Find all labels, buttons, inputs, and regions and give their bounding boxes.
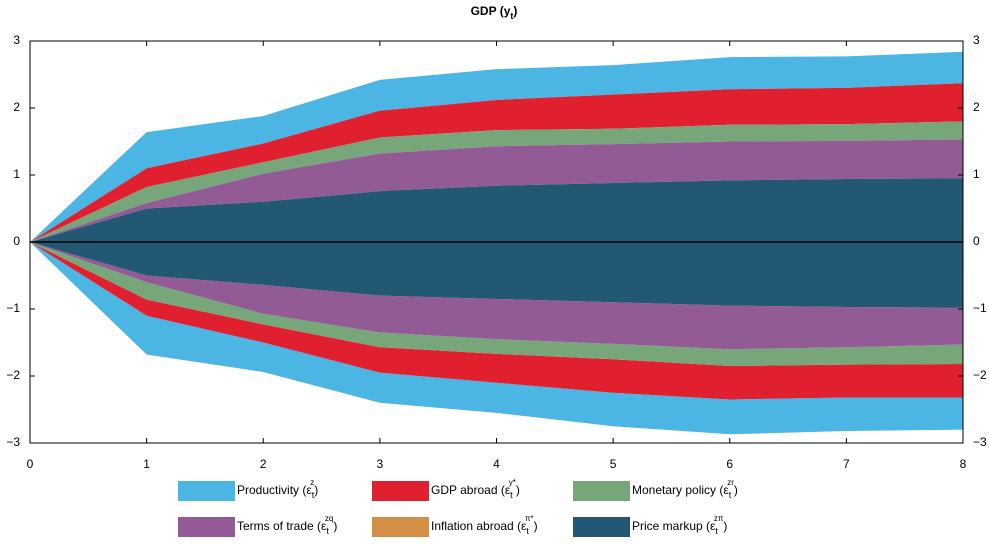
area (30, 51, 963, 242)
x-tick-label: 4 (493, 457, 500, 471)
legend-swatch (573, 517, 630, 537)
label-part: zq (325, 514, 333, 523)
area (30, 242, 963, 308)
legend-label: Productivity (εtz) (237, 478, 318, 500)
label-part: Terms of trade (ε (237, 519, 327, 533)
legend-label: Monetary policy (εt zr) (632, 478, 738, 500)
area (30, 242, 963, 435)
legend-swatch (372, 481, 429, 501)
y2-tick-label: −2 (973, 368, 987, 382)
area (30, 242, 963, 366)
y2-tick-label: −3 (973, 435, 987, 449)
chart-title: GDP (yt) (471, 4, 518, 21)
label-part: ) (513, 4, 517, 18)
label-part: Productivity (ε (237, 483, 312, 497)
legend-label: Inflation abroad (εt π*) (431, 514, 538, 536)
legend-swatch (573, 481, 630, 501)
label-part: y* (509, 478, 516, 487)
label-part: Inflation abroad (ε (431, 519, 527, 533)
y-tick-label: 0 (13, 234, 20, 248)
label-part: ) (516, 483, 520, 497)
label-part: ) (534, 519, 538, 533)
label-part: ) (333, 519, 337, 533)
x-tick-label: 2 (260, 457, 267, 471)
y-tick-label: 1 (13, 167, 20, 181)
x-tick-label: 3 (377, 457, 384, 471)
legend-label: Terms of trade (εt zq) (237, 514, 337, 536)
label-part: t (729, 490, 732, 500)
legend-swatch (372, 517, 429, 537)
legend-swatch (178, 481, 235, 501)
x-tick-label: 6 (726, 457, 733, 471)
label-part: Price markup (ε (632, 519, 716, 533)
label-part: t (526, 526, 529, 536)
legend-label: Price markup (εt zπ) (632, 514, 727, 536)
y2-tick-label: 0 (973, 234, 980, 248)
area (30, 139, 963, 242)
y-tick-label: 3 (13, 33, 20, 47)
label-part: Monetary policy (ε (632, 483, 729, 497)
y-tick-label: −2 (6, 368, 20, 382)
area (30, 121, 963, 242)
x-tick-label: 5 (610, 457, 617, 471)
y2-tick-label: 2 (973, 100, 980, 114)
label-part: zr (727, 478, 734, 487)
y-tick-label: −1 (6, 301, 20, 315)
y2-tick-label: 1 (973, 167, 980, 181)
y-tick-label: −3 (6, 435, 20, 449)
area (30, 178, 963, 242)
legend-label: GDP abroad (εt y*) (431, 478, 520, 500)
area (30, 242, 963, 400)
areas (30, 51, 963, 435)
label-part: ) (314, 483, 318, 497)
label-part: t (510, 490, 513, 500)
legend-swatch (178, 517, 235, 537)
area (30, 83, 963, 243)
label-part: ) (723, 519, 727, 533)
x-tick-label: 1 (143, 457, 150, 471)
x-tick-label: 0 (27, 457, 34, 471)
x-tick-label: 7 (843, 457, 850, 471)
label-part: GDP (y (471, 4, 511, 18)
label-part: zπ (714, 514, 724, 523)
label-part: t (312, 490, 315, 500)
x-tick-label: 8 (960, 457, 967, 471)
y-tick-label: 2 (13, 100, 20, 114)
label-part: z (310, 478, 314, 487)
label-part: t (715, 526, 718, 536)
label-part: t (326, 526, 329, 536)
y2-tick-label: −1 (973, 301, 987, 315)
label-part: ) (734, 483, 738, 497)
label-part: t (510, 11, 513, 21)
y2-tick-label: 3 (973, 33, 980, 47)
label-part: GDP abroad (ε (431, 483, 511, 497)
area (30, 242, 963, 350)
label-part: π* (525, 514, 534, 523)
